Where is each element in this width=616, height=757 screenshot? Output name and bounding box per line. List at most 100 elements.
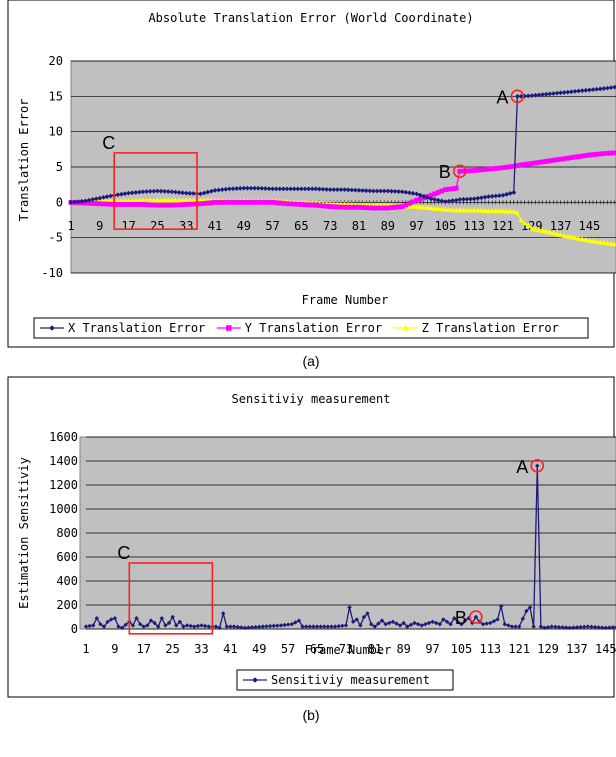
data-point [119,198,124,204]
data-point [239,625,244,630]
legend-item: Z Translation Error [393,321,559,335]
data-point [267,623,273,629]
data-point [461,207,466,213]
data-point [299,202,304,207]
data-point [592,624,598,630]
data-point [133,197,139,203]
data-point [155,197,160,203]
x-tick-label: 73 [339,642,353,656]
data-point [443,187,448,193]
data-point [461,196,466,202]
data-point [444,619,450,624]
data-point [540,227,545,233]
x-tick-label: 17 [121,219,135,233]
data-point [317,186,322,192]
data-point [428,192,434,198]
data-point [531,624,536,629]
data-point [188,623,193,629]
data-point [183,190,189,196]
data-point [443,206,448,212]
data-point [354,617,359,622]
data-point [565,155,571,161]
data-point [608,240,614,246]
data-point [299,186,304,192]
data-point [417,196,423,202]
data-point [612,150,616,156]
chart-a-annotations: A B C [102,87,525,230]
data-point [368,622,374,627]
data-point [515,210,520,216]
data-point [430,619,435,624]
data-point [407,203,412,209]
data-point [104,201,110,207]
data-point [414,197,419,203]
x-tick-label: 121 [508,642,530,656]
data-point [266,186,272,192]
data-point [192,624,197,629]
x-tick-label: 41 [208,219,222,233]
annotation-label-c: C [117,543,130,563]
legend-item: Sensitiviy measurement [243,673,430,687]
data-point [72,199,77,205]
data-point [162,202,167,208]
data-point [176,190,182,195]
data-point [414,203,419,209]
y-tick-label: 1000 [49,502,78,516]
data-point [129,202,135,207]
data-point [227,186,232,192]
data-point [273,200,279,206]
data-point [230,186,236,192]
data-point [475,195,481,201]
data-point [587,152,592,158]
data-point [401,620,406,626]
data-point [122,202,128,207]
data-point [489,166,495,172]
data-point [252,199,257,205]
data-point [579,88,585,94]
data-point [338,187,344,193]
data-point [151,202,157,208]
data-point [371,205,376,211]
data-point [79,198,85,204]
data-point [504,164,509,170]
data-point [484,621,489,626]
data-point [278,623,284,628]
data-point [217,625,222,630]
data-point [576,154,581,159]
data-point [448,622,453,627]
data-point [187,190,193,196]
data-point [122,191,128,197]
x-tick-label: 41 [223,642,237,656]
data-point [453,207,459,213]
data-point [263,186,268,191]
chart-a-series [68,84,616,247]
data-point [608,85,614,91]
data-point [317,203,322,208]
data-point [291,186,297,192]
data-point [353,187,358,193]
data-point [165,197,171,203]
data-point [488,620,493,626]
data-point [601,86,607,91]
data-point [403,202,409,208]
data-point [271,623,276,629]
data-point [101,624,107,629]
data-point [248,185,254,191]
data-point [432,205,437,211]
data-point [607,625,612,630]
chart-a-y-ticks: -10 -5 0 5 10 15 20 [41,54,63,280]
data-point [140,202,146,207]
chart-b-annotations: A B C [117,457,545,635]
data-point [219,199,225,205]
data-point [165,189,171,194]
data-point [115,202,121,207]
data-point [468,168,473,174]
data-point [462,618,468,623]
data-point [257,624,262,630]
annotation-circle-b [452,164,467,179]
data-point [360,205,365,210]
data-point [396,189,401,194]
data-point [551,91,556,96]
data-point [522,162,527,167]
data-point [216,187,221,193]
